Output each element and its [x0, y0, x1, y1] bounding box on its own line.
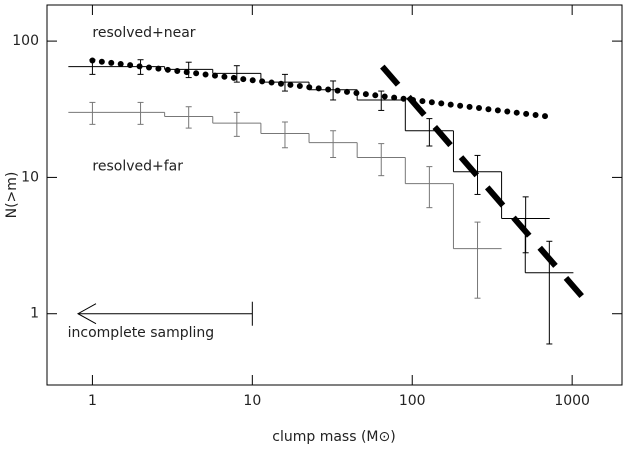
y-tick-label: 1: [30, 306, 39, 322]
x-axis-label: clump mass (M⊙): [272, 429, 395, 445]
x-tick-label: 1000: [554, 393, 590, 409]
arrow-head: [76, 303, 97, 325]
x-tick-label: 10: [243, 393, 261, 409]
y-tick-label: 100: [12, 33, 39, 49]
x-tick-label: 100: [399, 393, 426, 409]
y-tick-label: 10: [21, 169, 39, 185]
dashed-line: [380, 64, 590, 305]
y-axis-label: N(>m): [4, 172, 20, 219]
annotation: resolved+near: [92, 25, 195, 41]
plot-frame: [46, 4, 623, 386]
annotation: incomplete sampling: [68, 325, 215, 341]
dotted-line: [89, 57, 551, 120]
x-tick-label: 1: [88, 393, 97, 409]
annotation: resolved+far: [92, 159, 183, 175]
